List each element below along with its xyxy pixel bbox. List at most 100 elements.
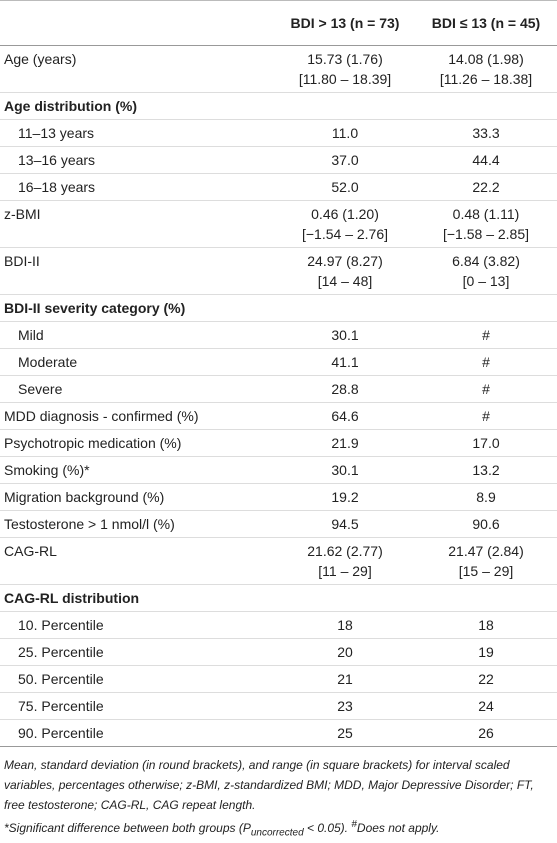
section-label: Age distribution (%) bbox=[0, 92, 557, 120]
value: 15.73 (1.76) bbox=[307, 51, 383, 67]
value: 52.0 bbox=[331, 179, 359, 195]
value: 25 bbox=[337, 725, 353, 741]
table-row: Psychotropic medication (%) 21.9 17.0 bbox=[0, 429, 557, 457]
value: 37.0 bbox=[331, 152, 359, 168]
section-label: BDI-II severity category (%) bbox=[0, 294, 557, 322]
value-cell: 20 bbox=[275, 638, 415, 666]
row-label: 10. Percentile bbox=[0, 611, 275, 639]
value-cell: 17.0 bbox=[415, 429, 557, 457]
value: 21.62 (2.77) bbox=[307, 543, 383, 559]
table-row: 13–16 years 37.0 44.4 bbox=[0, 146, 557, 174]
footnote-part: # bbox=[351, 819, 357, 830]
table-row: 75. Percentile 23 24 bbox=[0, 692, 557, 720]
value: 33.3 bbox=[472, 125, 500, 141]
table-row: Age distribution (%) bbox=[0, 92, 557, 120]
value: 30.1 bbox=[331, 462, 359, 478]
value-cell: 30.1 bbox=[275, 321, 415, 349]
value-cell: 15.73 (1.76) [11.80 – 18.39] bbox=[275, 45, 415, 93]
row-label: BDI-II bbox=[0, 247, 275, 295]
value: 90.6 bbox=[472, 516, 500, 532]
table-row: Testosterone > 1 nmol/l (%) 94.5 90.6 bbox=[0, 510, 557, 538]
row-label: 25. Percentile bbox=[0, 638, 275, 666]
value: 24 bbox=[478, 698, 494, 714]
row-label: 16–18 years bbox=[0, 173, 275, 201]
value-cell: 23 bbox=[275, 692, 415, 720]
value: 0.48 (1.11) bbox=[452, 206, 520, 222]
value-cell: 11.0 bbox=[275, 119, 415, 147]
value-cell: 41.1 bbox=[275, 348, 415, 376]
value-cell: 14.08 (1.98) [11.26 – 18.38] bbox=[415, 45, 557, 93]
value-cell: 52.0 bbox=[275, 173, 415, 201]
value: 26 bbox=[478, 725, 494, 741]
row-label: Moderate bbox=[0, 348, 275, 376]
value-cell: 18 bbox=[275, 611, 415, 639]
value-cell: 37.0 bbox=[275, 146, 415, 174]
value: 21 bbox=[337, 671, 353, 687]
value-cell: 28.8 bbox=[275, 375, 415, 403]
value: 41.1 bbox=[331, 354, 359, 370]
value: # bbox=[482, 327, 490, 343]
header-cell bbox=[0, 0, 275, 46]
table-row: Age (years) 15.73 (1.76) [11.80 – 18.39] 14… bbox=[0, 45, 557, 93]
value: 24.97 (8.27) bbox=[307, 253, 383, 269]
value-cell: 21.47 (2.84) [15 – 29] bbox=[415, 537, 557, 585]
value-cell: 19 bbox=[415, 638, 557, 666]
value: 22.2 bbox=[472, 179, 500, 195]
table-row: 10. Percentile 18 18 bbox=[0, 611, 557, 639]
value: 14.08 (1.98) bbox=[448, 51, 524, 67]
range: [15 – 29] bbox=[458, 563, 514, 579]
value-cell: 21.9 bbox=[275, 429, 415, 457]
table-row: Severe 28.8 # bbox=[0, 375, 557, 403]
value-cell: # bbox=[415, 321, 557, 349]
row-label: CAG-RL bbox=[0, 537, 275, 585]
range: [−1.54 – 2.76] bbox=[301, 226, 389, 242]
table-row: 16–18 years 52.0 22.2 bbox=[0, 173, 557, 201]
row-label: Testosterone > 1 nmol/l (%) bbox=[0, 510, 275, 538]
footnote-part: uncorrected bbox=[250, 827, 304, 839]
footnote-part: < 0.05). bbox=[303, 821, 352, 835]
row-label: 13–16 years bbox=[0, 146, 275, 174]
value-cell: 22.2 bbox=[415, 173, 557, 201]
value-cell: 30.1 bbox=[275, 456, 415, 484]
row-label: 75. Percentile bbox=[0, 692, 275, 720]
value-cell: 24 bbox=[415, 692, 557, 720]
row-label: Mild bbox=[0, 321, 275, 349]
range: [0 – 13] bbox=[462, 273, 510, 289]
row-label: Smoking (%)* bbox=[0, 456, 275, 484]
value: 18 bbox=[478, 617, 494, 633]
value: 30.1 bbox=[331, 327, 359, 343]
header-cell: BDI > 13 (n = 73) bbox=[275, 0, 415, 46]
value: # bbox=[482, 354, 490, 370]
value-cell: 64.6 bbox=[275, 402, 415, 430]
row-label: 90. Percentile bbox=[0, 719, 275, 747]
value-cell: 0.46 (1.20) [−1.54 – 2.76] bbox=[275, 200, 415, 248]
table-row: Smoking (%)* 30.1 13.2 bbox=[0, 456, 557, 484]
value: 8.9 bbox=[476, 489, 496, 505]
value: 11.0 bbox=[331, 125, 359, 141]
table-row: 50. Percentile 21 22 bbox=[0, 665, 557, 693]
row-label: 11–13 years bbox=[0, 119, 275, 147]
range: [11 – 29] bbox=[318, 563, 372, 579]
value: 21.9 bbox=[331, 435, 359, 451]
table-row: CAG-RL 21.62 (2.77) [11 – 29] 21.47 (2.84) [… bbox=[0, 537, 557, 585]
table-row: Migration background (%) 19.2 8.9 bbox=[0, 483, 557, 511]
value: 94.5 bbox=[331, 516, 359, 532]
value: # bbox=[482, 381, 490, 397]
value: 6.84 (3.82) bbox=[452, 253, 520, 269]
value-cell: 18 bbox=[415, 611, 557, 639]
range: [11.26 – 18.38] bbox=[439, 71, 533, 87]
value: 20 bbox=[337, 644, 353, 660]
value: 0.46 (1.20) bbox=[311, 206, 379, 222]
row-label: Age (years) bbox=[0, 45, 275, 93]
header-row: BDI > 13 (n = 73) BDI ≤ 13 (n = 45) bbox=[0, 0, 557, 46]
table-row: 25. Percentile 20 19 bbox=[0, 638, 557, 666]
value-cell: # bbox=[415, 402, 557, 430]
table-row: Mild 30.1 # bbox=[0, 321, 557, 349]
value-cell: 21.62 (2.77) [11 – 29] bbox=[275, 537, 415, 585]
value-cell: # bbox=[415, 348, 557, 376]
table-row: Moderate 41.1 # bbox=[0, 348, 557, 376]
table-row: MDD diagnosis - confirmed (%) 64.6 # bbox=[0, 402, 557, 430]
value-cell: 22 bbox=[415, 665, 557, 693]
value: # bbox=[482, 408, 490, 424]
value: 18 bbox=[337, 617, 353, 633]
